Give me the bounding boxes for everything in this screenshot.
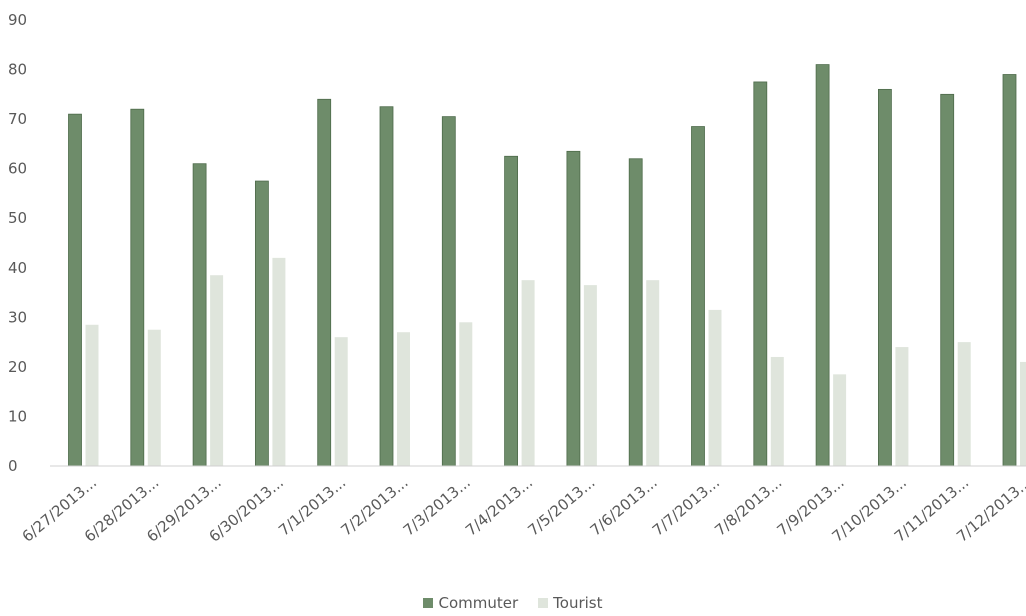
bar-tourist bbox=[583, 285, 597, 466]
bar-commuter bbox=[192, 163, 207, 467]
bars bbox=[68, 64, 1026, 467]
bar-tourist bbox=[646, 280, 660, 466]
bar-commuter bbox=[130, 108, 145, 467]
bar-tourist bbox=[397, 332, 410, 466]
legend-label: Tourist bbox=[553, 594, 603, 612]
bar-tourist bbox=[521, 280, 535, 466]
y-tick-label: 50 bbox=[8, 209, 27, 227]
bar-commuter bbox=[68, 113, 82, 467]
y-tick-label: 80 bbox=[8, 61, 27, 79]
x-axis: 6/27/2013...6/28/2013...6/29/2013...6/30… bbox=[19, 473, 1026, 545]
bar-commuter bbox=[254, 180, 269, 467]
y-axis: 0 10 20 30 40 50 60 70 80 90 bbox=[8, 11, 27, 475]
bar-commuter bbox=[317, 98, 332, 467]
bar-tourist bbox=[957, 342, 971, 466]
x-tick-label: 7/2/2013... bbox=[337, 473, 411, 539]
legend-item-tourist: Tourist bbox=[538, 594, 603, 612]
bar-commuter bbox=[753, 81, 768, 467]
x-tick-label: 7/7/2013... bbox=[649, 473, 723, 539]
bar-commuter bbox=[1002, 74, 1017, 467]
legend-label: Commuter bbox=[438, 594, 519, 612]
legend-swatch bbox=[538, 598, 549, 608]
bar-commuter bbox=[566, 150, 581, 467]
bar-commuter bbox=[815, 64, 830, 467]
x-tick-label: 7/4/2013... bbox=[462, 473, 536, 539]
x-tick-label: 7/1/2013... bbox=[275, 473, 349, 539]
bar-tourist bbox=[708, 309, 722, 466]
bar-tourist bbox=[210, 275, 224, 466]
bar-commuter bbox=[691, 126, 705, 467]
x-tick-label: 7/6/2013... bbox=[587, 473, 661, 539]
bar-tourist bbox=[459, 322, 473, 466]
y-tick-label: 20 bbox=[8, 358, 27, 376]
x-tick-label: 7/8/2013... bbox=[711, 473, 785, 539]
x-tick-label: 7/5/2013... bbox=[524, 473, 598, 539]
bar-commuter bbox=[628, 158, 643, 467]
y-tick-label: 60 bbox=[8, 160, 27, 178]
y-tick-label: 10 bbox=[8, 407, 27, 425]
bar-tourist bbox=[85, 324, 99, 466]
bar-tourist bbox=[147, 329, 161, 466]
bar-commuter bbox=[441, 116, 456, 467]
y-tick-label: 30 bbox=[8, 308, 27, 326]
legend-swatch bbox=[423, 598, 434, 608]
y-tick-label: 0 bbox=[8, 457, 18, 475]
bar-tourist bbox=[334, 337, 348, 466]
bar-tourist bbox=[770, 356, 784, 466]
bar-commuter bbox=[504, 155, 519, 467]
bar-commuter bbox=[379, 106, 394, 467]
x-tick-label: 7/3/2013... bbox=[400, 473, 474, 539]
y-tick-label: 70 bbox=[8, 110, 27, 128]
y-tick-label: 40 bbox=[8, 259, 27, 277]
bar-commuter bbox=[940, 93, 955, 467]
bar-tourist bbox=[272, 257, 286, 466]
bar-tourist bbox=[895, 347, 909, 466]
bar-tourist bbox=[1020, 361, 1026, 466]
bar-tourist bbox=[833, 374, 847, 466]
bar-commuter bbox=[878, 88, 892, 467]
y-tick-label: 90 bbox=[8, 11, 27, 29]
legend: Commuter Tourist bbox=[0, 594, 1026, 612]
legend-item-commuter: Commuter bbox=[423, 594, 518, 612]
